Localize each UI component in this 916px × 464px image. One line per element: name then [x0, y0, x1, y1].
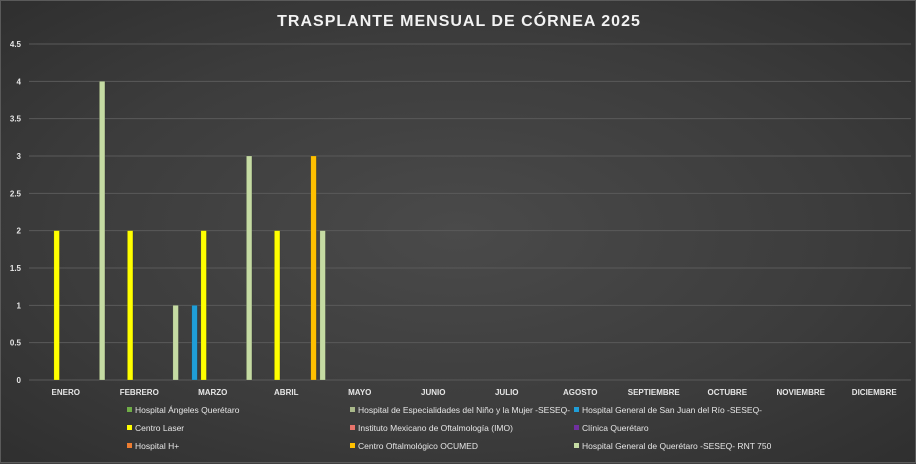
legend-swatch [127, 443, 132, 448]
legend-entry: Instituto Mexicano de Oftalmología (IMO) [358, 423, 513, 433]
bar [53, 230, 60, 381]
chart-title: TRASPLANTE MENSUAL DE CÓRNEA 2025 [277, 11, 641, 30]
x-tick-label: ENERO [52, 388, 80, 397]
y-tick-label: 3 [17, 152, 22, 161]
legend-entry: Hospital Ángeles Querétaro [135, 405, 240, 415]
x-tick-label: JULIO [495, 388, 519, 397]
legend-swatch [127, 425, 132, 430]
bar [191, 305, 198, 381]
bar [172, 305, 179, 381]
x-tick-label: MAYO [348, 388, 371, 397]
legend-entry: Hospital General de San Juan del Río -SE… [582, 405, 762, 415]
x-tick-label: NOVIEMBRE [777, 388, 826, 397]
legend-entry: Hospital H+ [135, 441, 179, 451]
y-tick-label: 1.5 [10, 264, 22, 273]
x-tick-label: FEBRERO [120, 388, 159, 397]
legend-entry: Hospital General de Querétaro -SESEQ- RN… [582, 441, 772, 451]
x-tick-label: DICIEMBRE [852, 388, 898, 397]
y-tick-label: 2 [17, 227, 22, 236]
bar [310, 155, 317, 381]
x-tick-label: MARZO [198, 388, 227, 397]
legend-entry: Centro Laser [135, 423, 184, 433]
x-tick-label: JUNIO [421, 388, 445, 397]
legend-swatch [574, 443, 579, 448]
y-tick-label: 0 [17, 376, 22, 385]
y-tick-label: 0.5 [10, 339, 22, 348]
y-tick-label: 3.5 [10, 115, 22, 124]
legend-entry: Centro Oftalmológico OCUMED [358, 441, 478, 451]
legend-swatch [350, 425, 355, 430]
x-tick-label: SEPTIEMBRE [628, 388, 681, 397]
bar [99, 81, 106, 381]
x-tick-label: AGOSTO [563, 388, 598, 397]
y-tick-label: 4.5 [10, 40, 22, 49]
legend-entry: Clínica Querétaro [582, 423, 649, 433]
y-tick-label: 1 [17, 301, 22, 310]
y-tick-label: 2.5 [10, 189, 22, 198]
legend-entry: Hospital de Especialidades del Niño y la… [358, 405, 570, 415]
legend-swatch [350, 407, 355, 412]
legend-swatch [574, 407, 579, 412]
bar [274, 230, 281, 381]
bar [200, 230, 207, 381]
bar [246, 155, 253, 381]
x-tick-label: ABRIL [274, 388, 299, 397]
y-tick-label: 4 [17, 77, 22, 86]
legend-swatch [574, 425, 579, 430]
legend-swatch [127, 407, 132, 412]
x-tick-label: OCTUBRE [707, 388, 747, 397]
bar [319, 230, 326, 381]
bar [127, 230, 134, 381]
legend-swatch [350, 443, 355, 448]
